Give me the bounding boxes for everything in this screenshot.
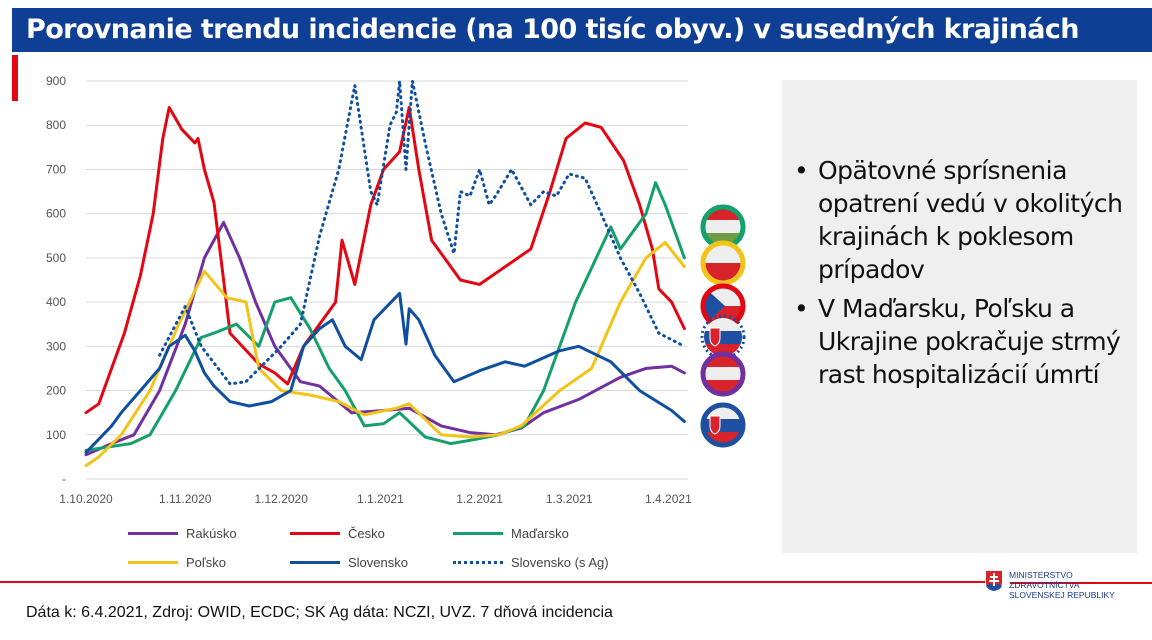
austria-flag <box>700 351 746 397</box>
logo-text: MINISTERSTVO <box>1009 570 1073 580</box>
logo-text: SLOVENSKEJ REPUBLIKY <box>1009 590 1115 600</box>
logo-text: ZDRAVOTNÍCTVA <box>1009 580 1080 590</box>
series-line-ma-arsko <box>84 181 686 452</box>
legend-label: Poľsko <box>186 555 226 570</box>
y-tick-label: 100 <box>46 428 66 442</box>
legend-label: Slovensko <box>348 555 408 570</box>
incidence-line-chart: - 100 200 300 400 500 600 700 800 900 1.10.2020 1.1… <box>46 74 692 506</box>
poland-flag <box>700 240 746 286</box>
slovak-coat-of-arms-icon <box>986 571 1002 591</box>
x-tick-label: 1.2.2021 <box>456 492 503 506</box>
source-note: Dáta k: 6.4.2021, Zdroj: OWID, ECDC; SK … <box>26 604 613 621</box>
ministry-logo: MINISTERSTVO ZDRAVOTNÍCTVA SLOVENSKEJ REPU… <box>985 570 1115 600</box>
y-tick-label: 400 <box>46 295 66 309</box>
legend-label: Rakúsko <box>186 526 237 541</box>
y-tick-label: 600 <box>46 207 66 221</box>
y-tick-label: 300 <box>46 339 66 353</box>
footer-divider <box>0 581 985 583</box>
x-tick-label: 1.11.2020 <box>159 492 212 506</box>
series-line-slovensko-s-ag- <box>158 79 686 386</box>
y-tick-label: - <box>62 472 66 486</box>
legend-item-madarsko: Maďarsko <box>453 526 569 541</box>
y-tick-label: 200 <box>46 384 66 398</box>
footer-divider <box>1010 582 1152 584</box>
country-flags <box>700 204 746 448</box>
legend-label: Česko <box>348 526 385 541</box>
x-tick-label: 1.10.2020 <box>59 492 113 506</box>
series-line-slovensko <box>84 291 686 454</box>
x-tick-label: 1.12.2020 <box>255 492 309 506</box>
legend-item-cesko: Česko <box>290 526 385 541</box>
legend-item-rakusko: Rakúsko <box>128 526 237 541</box>
page-title: Porovnanie trendu incidencie (na 100 tis… <box>12 8 1152 52</box>
legend-label: Maďarsko <box>511 526 569 541</box>
legend-item-slovensko-ag: Slovensko (s Ag) <box>453 555 609 570</box>
x-tick-label: 1.3.2021 <box>546 492 593 506</box>
y-tick-label: 700 <box>46 162 66 176</box>
bullet-item: V Maďarsku, Poľsku a Ukrajine pokračuje … <box>794 292 1129 391</box>
x-tick-label: 1.1.2021 <box>357 492 404 506</box>
legend-item-slovensko: Slovensko <box>290 555 408 570</box>
x-tick-label: 1.4.2021 <box>645 492 692 506</box>
series-line-rak-sko <box>84 221 686 457</box>
y-tick-label: 500 <box>46 251 66 265</box>
y-tick-label: 900 <box>46 74 66 88</box>
y-tick-label: 800 <box>46 118 66 132</box>
series-line--esko <box>84 106 686 415</box>
accent-bar <box>12 55 18 101</box>
slovakia-ag-flag <box>700 314 746 360</box>
series-line-po-sko <box>84 240 686 468</box>
notes-panel: Opätovné sprísnenia opatrení vedú v okol… <box>782 80 1137 553</box>
bullet-item: Opätovné sprísnenia opatrení vedú v okol… <box>794 154 1129 286</box>
slovakia-flag <box>700 402 746 448</box>
legend-label: Slovensko (s Ag) <box>511 555 609 570</box>
legend-item-polsko: Poľsko <box>128 555 226 570</box>
